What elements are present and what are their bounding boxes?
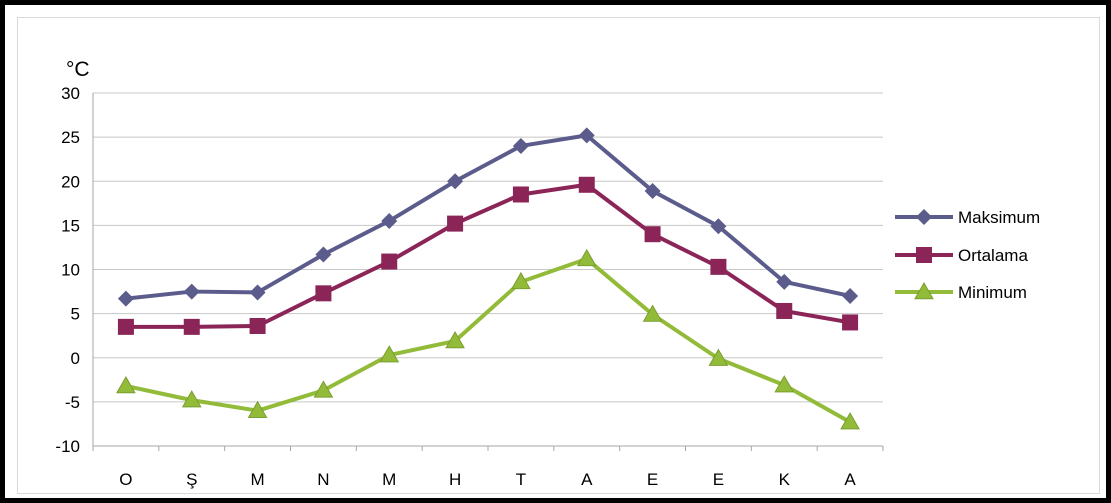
x-tick-label: O bbox=[119, 470, 132, 489]
y-axis-tick-labels: 30 25 20 15 10 5 0 -5 -10 bbox=[55, 84, 80, 456]
data-point bbox=[511, 271, 531, 290]
data-point bbox=[708, 348, 729, 366]
series-line bbox=[125, 182, 851, 329]
x-tick-label: E bbox=[647, 470, 658, 489]
x-tick-label: M bbox=[250, 470, 264, 489]
data-point bbox=[117, 318, 134, 335]
data-point bbox=[379, 345, 400, 363]
x-tick-label: N bbox=[317, 470, 329, 489]
legend-item: Minimum bbox=[895, 281, 1027, 302]
data-point bbox=[842, 314, 859, 331]
legend-item: Maksimum bbox=[895, 208, 1040, 227]
legend-marker bbox=[914, 281, 934, 300]
legend-marker bbox=[916, 247, 932, 263]
data-point bbox=[840, 412, 860, 430]
legend-label: Ortalama bbox=[958, 246, 1028, 265]
data-point bbox=[776, 302, 793, 319]
y-tick-label: 0 bbox=[71, 349, 80, 368]
y-axis-unit-label: °C bbox=[66, 58, 90, 81]
legend-label: Minimum bbox=[958, 283, 1027, 302]
data-point bbox=[512, 137, 529, 154]
data-point bbox=[315, 246, 332, 263]
data-point bbox=[578, 176, 595, 193]
legend-label: Maksimum bbox=[958, 208, 1040, 227]
y-tick-label: 15 bbox=[61, 216, 80, 235]
y-tick-label: 5 bbox=[71, 305, 80, 324]
data-point bbox=[313, 380, 334, 398]
series-maksimum bbox=[117, 127, 859, 307]
series-minimum bbox=[116, 248, 860, 430]
legend-item: Ortalama bbox=[895, 246, 1028, 265]
x-tick-label: H bbox=[449, 470, 461, 489]
series-line bbox=[125, 133, 851, 301]
data-point bbox=[447, 173, 464, 190]
data-point bbox=[249, 284, 266, 301]
data-point bbox=[576, 248, 597, 267]
y-tick-label: 30 bbox=[61, 84, 80, 103]
y-tick-label: -10 bbox=[55, 437, 80, 456]
data-point bbox=[381, 253, 398, 270]
data-point bbox=[644, 182, 661, 199]
data-point bbox=[774, 375, 795, 393]
y-tick-label: -5 bbox=[65, 393, 80, 412]
y-tick-label: 25 bbox=[61, 128, 80, 147]
data-point bbox=[381, 212, 398, 229]
chart-area-border bbox=[17, 17, 1100, 494]
y-tick-label: 10 bbox=[61, 261, 80, 280]
data-point bbox=[776, 273, 793, 290]
data-point bbox=[644, 226, 661, 243]
legend: Maksimum Ortalama Minimum bbox=[895, 208, 1040, 302]
data-point bbox=[315, 285, 332, 302]
x-tick-label: Ş bbox=[186, 470, 197, 489]
legend-marker bbox=[916, 209, 932, 225]
data-point bbox=[183, 318, 200, 335]
x-tick-label: K bbox=[779, 470, 791, 489]
data-point bbox=[710, 218, 727, 235]
series-ortalama bbox=[117, 176, 859, 335]
y-tick-label: 20 bbox=[61, 172, 80, 191]
data-point bbox=[512, 186, 529, 203]
data-point bbox=[710, 258, 727, 275]
data-point bbox=[447, 215, 464, 232]
data-point bbox=[247, 400, 268, 418]
data-series bbox=[116, 127, 860, 430]
data-point bbox=[116, 375, 136, 394]
data-point bbox=[117, 290, 134, 307]
data-point bbox=[578, 127, 595, 144]
data-point bbox=[249, 317, 266, 334]
x-tick-label: E bbox=[713, 470, 724, 489]
x-tick-label: M bbox=[382, 470, 396, 489]
x-tick-label: A bbox=[581, 470, 593, 489]
data-point bbox=[842, 287, 859, 304]
series-line bbox=[125, 256, 852, 424]
x-tick-label: T bbox=[516, 470, 526, 489]
data-point bbox=[642, 304, 663, 322]
data-point bbox=[181, 390, 202, 408]
data-point bbox=[183, 283, 200, 300]
gridlines bbox=[92, 92, 884, 451]
data-point bbox=[445, 330, 465, 349]
x-tick-label: A bbox=[844, 470, 856, 489]
